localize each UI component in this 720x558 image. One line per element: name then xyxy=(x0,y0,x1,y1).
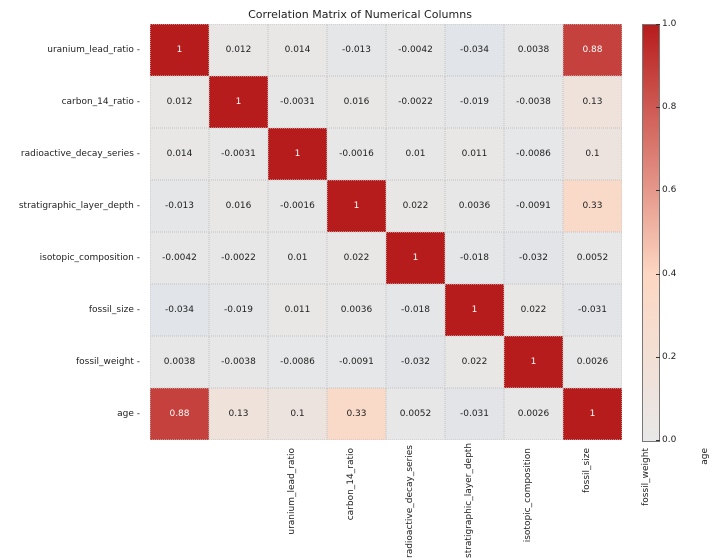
heatmap-cell: 0.0038 xyxy=(150,336,209,388)
heatmap-cell: 1 xyxy=(209,76,268,128)
heatmap-cell: -0.0091 xyxy=(504,180,563,232)
heatmap-cell: 0.0026 xyxy=(504,388,563,440)
chart-title: Correlation Matrix of Numerical Columns xyxy=(0,8,720,21)
heatmap-cell: 0.014 xyxy=(268,24,327,76)
heatmap-cell: 0.13 xyxy=(209,388,268,440)
heatmap-cell: -0.013 xyxy=(150,180,209,232)
x-tick-label: stratigraphic_layer_depth xyxy=(464,448,474,558)
colorbar-tick: 0.4 xyxy=(662,269,676,279)
heatmap-cell: -0.018 xyxy=(445,232,504,284)
heatmap-cell: -0.0031 xyxy=(209,128,268,180)
heatmap-cell: 0.13 xyxy=(563,76,622,128)
heatmap-cell: 1 xyxy=(563,388,622,440)
heatmap-cell: 0.014 xyxy=(150,128,209,180)
heatmap-cell: 0.88 xyxy=(563,24,622,76)
heatmap-cell: 0.011 xyxy=(445,128,504,180)
heatmap-cell: 0.0026 xyxy=(563,336,622,388)
colorbar-tick: 0.2 xyxy=(662,352,676,362)
y-tick-label: carbon_14_ratio - xyxy=(0,97,140,107)
heatmap-cell: 0.0052 xyxy=(563,232,622,284)
heatmap-cell: -0.019 xyxy=(445,76,504,128)
y-tick-label: uranium_lead_ratio - xyxy=(0,45,140,55)
colorbar-gradient xyxy=(642,24,660,442)
x-tick-label: fossil_size xyxy=(582,448,592,558)
colorbar: 0.00.20.40.60.81.0 xyxy=(642,24,702,440)
heatmap-cell: 1 xyxy=(504,336,563,388)
heatmap-cell: 0.0036 xyxy=(327,284,386,336)
y-tick-label: isotopic_composition - xyxy=(0,253,140,263)
x-tick-label: uranium_lead_ratio xyxy=(287,448,297,558)
heatmap-cell: -0.0022 xyxy=(386,76,445,128)
heatmap-cell: -0.0022 xyxy=(209,232,268,284)
heatmap-cell: 0.1 xyxy=(563,128,622,180)
colorbar-tick: 0.0 xyxy=(662,435,676,445)
x-tick-label: radioactive_decay_series xyxy=(405,448,415,558)
heatmap-cell: 1 xyxy=(445,284,504,336)
heatmap-cell: -0.0031 xyxy=(268,76,327,128)
heatmap-cell: 0.01 xyxy=(268,232,327,284)
heatmap-cell: 0.0052 xyxy=(386,388,445,440)
heatmap-cell: 1 xyxy=(327,180,386,232)
colorbar-tick: 1.0 xyxy=(662,19,676,29)
heatmap-cell: 1 xyxy=(386,232,445,284)
heatmap-cell: 0.011 xyxy=(268,284,327,336)
heatmap-cell: 0.012 xyxy=(150,76,209,128)
heatmap-cell: -0.0016 xyxy=(327,128,386,180)
heatmap-cell: -0.0038 xyxy=(209,336,268,388)
heatmap-cell: -0.013 xyxy=(327,24,386,76)
heatmap-cell: 0.88 xyxy=(150,388,209,440)
heatmap-grid: 10.0120.014-0.013-0.0042-0.0340.00380.88… xyxy=(150,24,622,440)
heatmap-cell: 0.0038 xyxy=(504,24,563,76)
heatmap-cell: 0.012 xyxy=(209,24,268,76)
heatmap-plot: 10.0120.014-0.013-0.0042-0.0340.00380.88… xyxy=(150,24,622,440)
heatmap-cell: -0.034 xyxy=(150,284,209,336)
heatmap-cell: -0.0086 xyxy=(268,336,327,388)
x-tick-label: age xyxy=(700,448,710,558)
heatmap-cell: -0.018 xyxy=(386,284,445,336)
heatmap-cell: -0.0016 xyxy=(268,180,327,232)
heatmap-cell: 0.1 xyxy=(268,388,327,440)
heatmap-cell: -0.019 xyxy=(209,284,268,336)
y-tick-label: fossil_size - xyxy=(0,305,140,315)
heatmap-cell: -0.032 xyxy=(504,232,563,284)
heatmap-cell: -0.0086 xyxy=(504,128,563,180)
heatmap-cell: 0.33 xyxy=(327,388,386,440)
y-tick-label: fossil_weight - xyxy=(0,357,140,367)
heatmap-cell: -0.031 xyxy=(563,284,622,336)
heatmap-cell: -0.0038 xyxy=(504,76,563,128)
heatmap-cell: 0.016 xyxy=(209,180,268,232)
heatmap-cell: -0.031 xyxy=(445,388,504,440)
heatmap-cell: 0.016 xyxy=(327,76,386,128)
heatmap-cell: 0.0036 xyxy=(445,180,504,232)
colorbar-tick: 0.8 xyxy=(662,102,676,112)
x-tick-label: isotopic_composition xyxy=(523,448,533,558)
colorbar-tick: 0.6 xyxy=(662,185,676,195)
heatmap-cell: 0.33 xyxy=(563,180,622,232)
heatmap-cell: -0.034 xyxy=(445,24,504,76)
y-tick-label: age - xyxy=(0,409,140,419)
heatmap-cell: 0.022 xyxy=(504,284,563,336)
heatmap-cell: -0.032 xyxy=(386,336,445,388)
figure: Correlation Matrix of Numerical Columns … xyxy=(0,0,720,553)
heatmap-cell: 0.022 xyxy=(327,232,386,284)
heatmap-cell: 1 xyxy=(268,128,327,180)
heatmap-cell: -0.0042 xyxy=(386,24,445,76)
y-tick-label: radioactive_decay_series - xyxy=(0,149,140,159)
heatmap-cell: -0.0091 xyxy=(327,336,386,388)
heatmap-cell: 1 xyxy=(150,24,209,76)
heatmap-cell: 0.022 xyxy=(386,180,445,232)
x-tick-label: fossil_weight xyxy=(641,448,651,558)
heatmap-cell: -0.0042 xyxy=(150,232,209,284)
heatmap-cell: 0.01 xyxy=(386,128,445,180)
y-tick-label: stratigraphic_layer_depth - xyxy=(0,201,140,211)
x-tick-label: carbon_14_ratio xyxy=(346,448,356,558)
heatmap-cell: 0.022 xyxy=(445,336,504,388)
